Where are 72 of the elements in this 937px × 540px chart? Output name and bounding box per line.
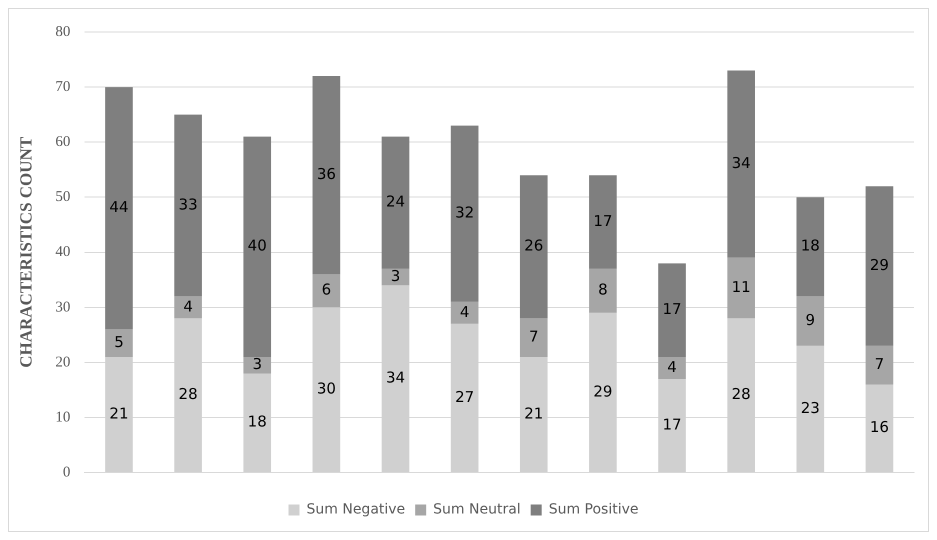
data-label: 7 <box>874 355 884 374</box>
bar <box>105 329 133 357</box>
data-label: 28 <box>732 385 751 404</box>
bar <box>796 197 824 296</box>
bar <box>589 268 617 313</box>
y-tick-label: 20 <box>55 354 70 370</box>
data-label: 21 <box>524 404 544 422</box>
bar <box>658 356 686 379</box>
bar <box>174 114 202 296</box>
bar <box>727 258 755 318</box>
y-tick-label: 70 <box>55 79 70 96</box>
data-label: 4 <box>460 302 470 321</box>
data-label: 11 <box>732 278 751 296</box>
data-label: 18 <box>800 236 820 255</box>
data-label: 5 <box>114 333 124 352</box>
bar <box>312 274 340 308</box>
data-label: 32 <box>455 204 474 222</box>
y-tick-label: 80 <box>55 24 70 40</box>
bar <box>382 268 410 286</box>
bar <box>174 296 202 318</box>
bar <box>589 175 617 269</box>
bar <box>520 175 548 318</box>
y-tick-label: 40 <box>55 244 70 260</box>
data-label: 4 <box>667 358 677 376</box>
bar <box>658 263 686 357</box>
bar <box>450 126 478 302</box>
y-tick-label: 50 <box>55 189 70 206</box>
bar <box>243 136 272 357</box>
legend-label: Sum Negative <box>306 502 406 518</box>
data-label: 34 <box>732 154 751 172</box>
data-label: 40 <box>248 236 267 255</box>
data-label: 23 <box>800 398 820 417</box>
data-label: 9 <box>806 311 816 330</box>
data-label: 28 <box>178 385 198 404</box>
data-label: 3 <box>252 355 262 374</box>
bar <box>796 296 824 346</box>
data-label: 33 <box>178 195 198 214</box>
data-label: 4 <box>183 297 193 316</box>
data-label: 44 <box>109 198 129 216</box>
data-label: 34 <box>386 368 406 387</box>
data-label: 36 <box>316 165 336 184</box>
y-axis-title: CHARACTERISTICS COUNT <box>16 136 36 368</box>
bar <box>727 70 755 258</box>
data-label: 17 <box>593 212 612 230</box>
legend-label: Sum Neutral <box>433 502 521 518</box>
data-label: 21 <box>109 404 129 422</box>
data-label: 7 <box>528 328 539 346</box>
data-label: 3 <box>390 266 400 285</box>
bar <box>382 136 410 269</box>
data-label: 16 <box>870 418 889 436</box>
bar <box>866 346 894 384</box>
bar <box>312 76 340 274</box>
data-label: 27 <box>455 388 474 406</box>
data-label: 18 <box>248 412 267 431</box>
data-label: 8 <box>598 280 608 299</box>
legend-label: Sum Positive <box>548 502 639 518</box>
bar <box>520 318 548 357</box>
bar <box>105 87 133 330</box>
data-label: 29 <box>593 382 612 400</box>
data-label: 30 <box>316 380 336 398</box>
data-label: 17 <box>662 415 682 434</box>
data-label: 24 <box>386 192 406 211</box>
data-label: 6 <box>322 280 332 299</box>
data-label: 17 <box>662 300 682 318</box>
y-tick-label: 10 <box>55 409 70 426</box>
y-tick-label: 0 <box>62 464 70 481</box>
y-tick-label: 60 <box>55 134 70 150</box>
y-tick-label: 30 <box>55 299 70 316</box>
bar <box>866 186 894 346</box>
data-label: 29 <box>870 256 889 274</box>
data-label: 26 <box>524 236 544 255</box>
bar <box>450 302 478 324</box>
